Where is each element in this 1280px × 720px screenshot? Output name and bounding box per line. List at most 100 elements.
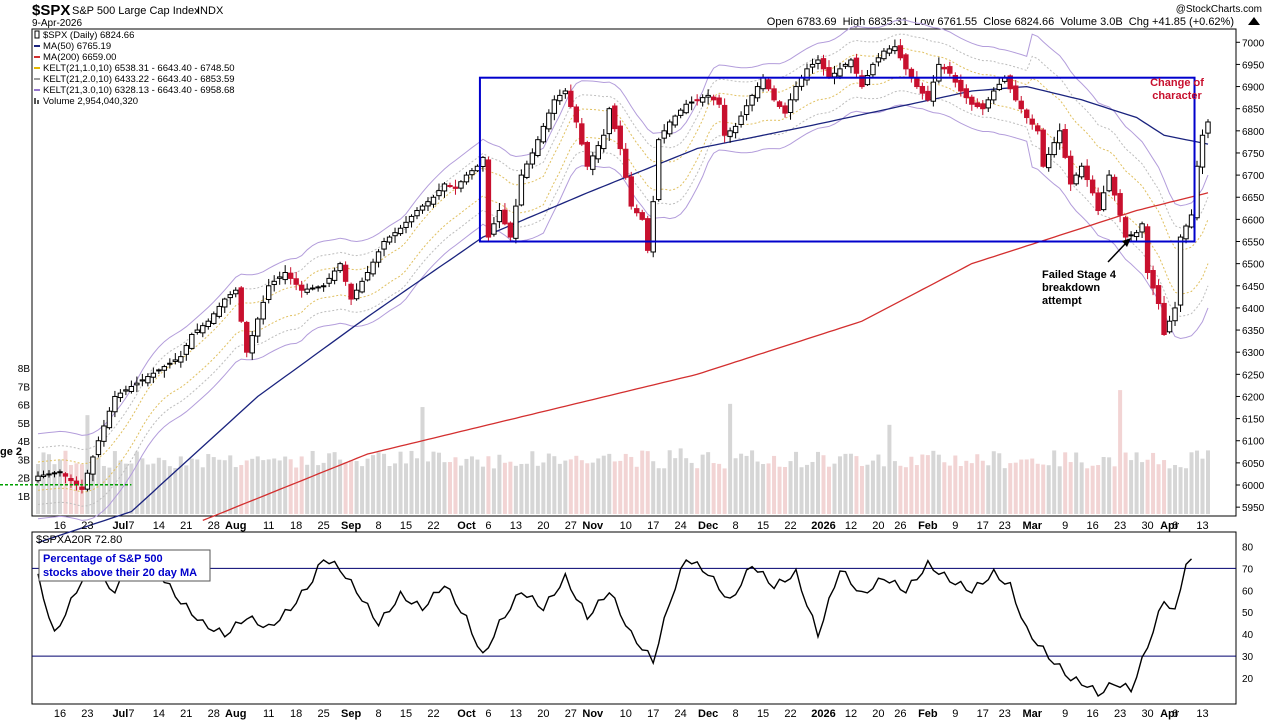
volume-bar (590, 462, 595, 514)
candle (397, 224, 404, 236)
volume-bar (420, 407, 425, 514)
candle-body (326, 277, 332, 284)
volume-bar (206, 454, 211, 514)
candle-body (897, 45, 904, 59)
price-tick-label: 6050 (1242, 459, 1265, 470)
keltner-mid-lower (37, 90, 1209, 507)
volume-bar (612, 461, 617, 514)
candle-body (1024, 109, 1030, 119)
volume-bar (1035, 463, 1040, 514)
volume-bar (255, 456, 260, 514)
candle (62, 472, 69, 484)
volume-bar (1162, 460, 1167, 514)
breadth-line (37, 552, 1192, 698)
keltner-mid-upper (37, 33, 1209, 451)
candle (1150, 265, 1156, 296)
candle (782, 102, 788, 118)
candle-body (914, 77, 920, 88)
price-tick-label: 5950 (1242, 503, 1265, 514)
volume-bar (233, 467, 238, 514)
price-tick-label: 6600 (1242, 215, 1265, 226)
volume-bar (332, 452, 337, 514)
candle-body (1122, 217, 1129, 238)
volume-bar (794, 451, 799, 514)
volume-bar (1101, 456, 1106, 514)
breadth-tick-label: 70 (1242, 564, 1254, 575)
candle-body (1155, 285, 1162, 304)
volume-bar (272, 458, 277, 514)
breadth-x-tick-label: 22 (427, 708, 439, 720)
candle (903, 53, 909, 76)
candle-body (947, 66, 953, 74)
volume-bar (1145, 459, 1150, 514)
breadth-x-tick-label: 12 (845, 708, 857, 720)
volume-bar (1129, 460, 1134, 514)
candle (859, 69, 865, 89)
candle (35, 471, 41, 483)
candle-body (1133, 232, 1140, 238)
candle-body (403, 221, 409, 228)
candle (392, 227, 398, 244)
volume-bar (964, 460, 969, 514)
candle-body (419, 205, 426, 211)
volume-bar (398, 451, 403, 514)
x-tick-label: 11 (263, 520, 274, 532)
candle (57, 469, 63, 477)
candle-body (837, 68, 843, 77)
legend-item: KELT(21,3.0,10) 6328.13 - 6643.40 - 6958… (34, 85, 235, 96)
volume-tick-label: 3B (18, 455, 31, 466)
candle (688, 96, 695, 111)
volume-bar (530, 451, 535, 514)
candle (815, 55, 821, 70)
x-tick-label: Apr (1160, 520, 1180, 532)
breadth-x-tick-label: 13 (510, 708, 522, 720)
candle-body (903, 54, 909, 70)
volume-bar (1206, 450, 1210, 514)
candle-body (1095, 192, 1101, 212)
candle (447, 182, 453, 188)
candle (804, 63, 810, 86)
legend-item: $SPX (Daily) 6824.66 (34, 30, 134, 41)
candle (590, 151, 596, 176)
candle-body (62, 473, 69, 477)
breadth-x-tick-label: Jul (112, 708, 128, 720)
candle (1089, 175, 1096, 196)
candle-body (557, 94, 563, 102)
candle-body (743, 105, 750, 116)
volume-bar (1189, 452, 1194, 514)
annotation-change-of-character: Change of character (1150, 77, 1204, 102)
candle-body (139, 379, 146, 382)
candle-body (485, 159, 492, 238)
volume-bar (239, 465, 244, 514)
candle-body (628, 176, 634, 207)
breadth-x-tick-label: Feb (918, 708, 938, 720)
candle-body (40, 474, 47, 478)
volume-bar (442, 462, 447, 514)
candle (491, 217, 497, 237)
volume-bar (568, 459, 573, 514)
volume-bar (695, 468, 700, 514)
volume-bar (1063, 452, 1068, 514)
candle-body (875, 57, 882, 63)
candle-body (287, 272, 294, 279)
candle-body (842, 63, 849, 67)
candle-body (1188, 214, 1195, 228)
volume-bar (283, 456, 288, 514)
candle-body (441, 183, 448, 192)
candle (485, 156, 492, 242)
volume-bar (563, 460, 568, 514)
candle-body (656, 139, 662, 201)
x-tick-label: 8 (733, 520, 739, 532)
candle-body (793, 86, 799, 101)
volume-bar (1057, 466, 1062, 514)
volume-bar (892, 461, 897, 514)
candle (271, 275, 277, 292)
volume-bar (601, 455, 606, 514)
candle-body (320, 285, 327, 288)
volume-bar (876, 454, 881, 514)
candle (743, 99, 750, 121)
volume-bar (1195, 450, 1200, 514)
volume-bar (1096, 465, 1101, 514)
candle-body (222, 298, 228, 308)
